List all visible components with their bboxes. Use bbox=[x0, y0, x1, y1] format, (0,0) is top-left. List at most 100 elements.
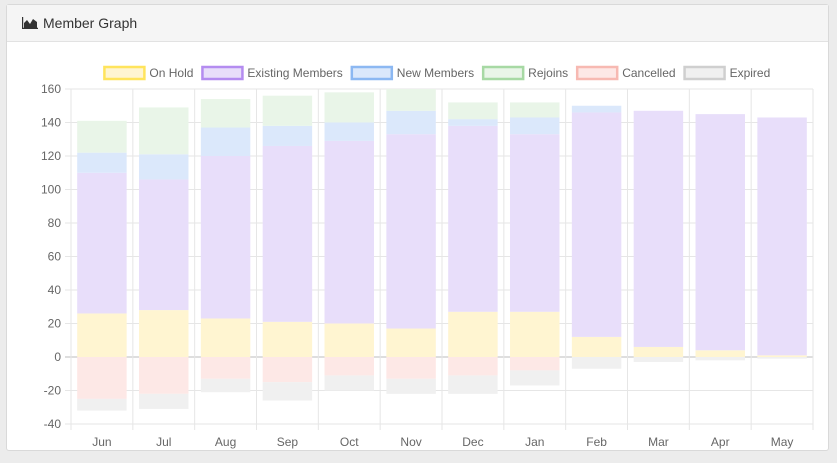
member-bar-chart: 160 140 120 100 80 60 40 20 0 -20 -40 Jun Jul Aug Sep O… bbox=[41, 65, 814, 449]
bar-segment[interactable] bbox=[200, 318, 251, 357]
bar-segment[interactable] bbox=[510, 311, 560, 357]
bar-segment[interactable] bbox=[324, 140, 374, 324]
bar-segment[interactable] bbox=[77, 120, 127, 153]
x-tick-label: Jul bbox=[156, 435, 171, 449]
x-tick-label: Mar bbox=[648, 435, 669, 449]
bar-segment[interactable] bbox=[571, 112, 622, 337]
legend-swatch[interactable] bbox=[201, 65, 244, 81]
bar-segment[interactable] bbox=[448, 102, 498, 120]
bar-segment[interactable] bbox=[324, 122, 374, 141]
y-tick-label: 60 bbox=[48, 250, 62, 264]
bar-segment[interactable] bbox=[200, 127, 251, 156]
y-tick-label: 100 bbox=[41, 183, 61, 197]
legend-label[interactable]: New Members bbox=[397, 66, 474, 80]
bar-segment[interactable] bbox=[448, 311, 498, 357]
bar-segment[interactable] bbox=[200, 378, 251, 393]
legend-label[interactable]: On Hold bbox=[149, 66, 193, 80]
bar-segment[interactable] bbox=[695, 114, 745, 351]
member-graph-panel: Member Graph 160 140 120 100 80 60 40 20 0 -20 -40… bbox=[6, 4, 829, 451]
x-tick-label: Oct bbox=[340, 435, 359, 449]
x-tick-label: Jun bbox=[92, 435, 111, 449]
x-tick-label: Apr bbox=[711, 435, 730, 449]
y-tick-label: 140 bbox=[41, 116, 61, 130]
bar-segment[interactable] bbox=[77, 357, 127, 399]
bar-segment[interactable] bbox=[200, 357, 251, 379]
bar-segment[interactable] bbox=[262, 95, 313, 126]
bar-segment[interactable] bbox=[386, 89, 436, 111]
bar-segment[interactable] bbox=[139, 310, 189, 357]
bar-segment[interactable] bbox=[510, 117, 560, 135]
x-tick-label: Nov bbox=[400, 435, 421, 449]
bar-segment[interactable] bbox=[324, 323, 374, 358]
bar-segment[interactable] bbox=[448, 119, 498, 126]
y-tick-label: 40 bbox=[48, 283, 62, 297]
bar-segment[interactable] bbox=[571, 336, 622, 357]
bar-segment[interactable] bbox=[386, 378, 436, 394]
bar-segment[interactable] bbox=[448, 125, 498, 312]
legend-swatch[interactable] bbox=[575, 65, 619, 81]
bar-segment[interactable] bbox=[139, 393, 189, 409]
legend-swatch[interactable] bbox=[350, 65, 394, 81]
legend-label[interactable]: Cancelled bbox=[622, 66, 675, 80]
bar-segment[interactable] bbox=[695, 357, 745, 361]
bar-segment[interactable] bbox=[510, 134, 560, 312]
bar-segment[interactable] bbox=[448, 357, 498, 376]
bar-segment[interactable] bbox=[448, 375, 498, 394]
bar-segment[interactable] bbox=[386, 357, 436, 379]
bar-segment[interactable] bbox=[633, 346, 684, 357]
legend-label[interactable]: Rejoins bbox=[528, 66, 568, 80]
bar-segment[interactable] bbox=[139, 107, 189, 155]
bar-segment[interactable] bbox=[386, 134, 436, 329]
bar-segment[interactable] bbox=[262, 382, 313, 401]
bar-segment[interactable] bbox=[200, 156, 251, 319]
legend-swatch[interactable] bbox=[103, 65, 146, 81]
y-tick-label: 0 bbox=[54, 350, 61, 364]
x-tick-label: Dec bbox=[462, 435, 483, 449]
bar-segment[interactable] bbox=[262, 145, 313, 322]
y-tick-label: 120 bbox=[41, 149, 61, 163]
legend-swatch[interactable] bbox=[481, 65, 525, 81]
bar-segment[interactable] bbox=[757, 117, 807, 356]
bar-segment[interactable] bbox=[200, 99, 251, 128]
x-tick-label: Jan bbox=[525, 435, 544, 449]
bar-segment[interactable] bbox=[757, 357, 807, 359]
bar-segment[interactable] bbox=[510, 357, 560, 371]
bar-segment[interactable] bbox=[262, 125, 313, 146]
bar-segment[interactable] bbox=[386, 328, 436, 357]
y-tick-label: -20 bbox=[44, 384, 62, 398]
bar-segment[interactable] bbox=[633, 110, 684, 347]
legend-label[interactable]: Expired bbox=[730, 66, 771, 80]
bar-segment[interactable] bbox=[139, 154, 189, 180]
bar-segment[interactable] bbox=[571, 105, 622, 113]
bar-segment[interactable] bbox=[571, 357, 622, 369]
y-tick-label: -40 bbox=[44, 417, 62, 431]
bar-segment[interactable] bbox=[139, 179, 189, 311]
panel-title: Member Graph bbox=[43, 15, 138, 31]
y-tick-label: 80 bbox=[48, 216, 62, 230]
legend-label[interactable]: Existing Members bbox=[247, 66, 342, 80]
bar-segment[interactable] bbox=[77, 172, 127, 314]
bar-segment[interactable] bbox=[139, 357, 189, 394]
bar-segment[interactable] bbox=[77, 152, 127, 173]
x-tick-label: Sep bbox=[277, 435, 299, 449]
bar-segment[interactable] bbox=[262, 357, 313, 383]
bar-segment[interactable] bbox=[324, 357, 374, 376]
y-tick-label: 160 bbox=[41, 82, 61, 96]
bar-segment[interactable] bbox=[633, 357, 684, 363]
x-tick-label: Aug bbox=[215, 435, 236, 449]
legend-swatch[interactable] bbox=[683, 65, 726, 81]
x-tick-label: Feb bbox=[586, 435, 607, 449]
panel-header: Member Graph bbox=[7, 5, 828, 42]
bar-segment[interactable] bbox=[695, 350, 745, 357]
bar-segment[interactable] bbox=[77, 398, 127, 411]
bar-segment[interactable] bbox=[77, 313, 127, 357]
bar-segment[interactable] bbox=[262, 321, 313, 357]
bar-segment[interactable] bbox=[324, 92, 374, 123]
bar-segment[interactable] bbox=[324, 375, 374, 391]
bar-segment[interactable] bbox=[510, 370, 560, 386]
bar-segment[interactable] bbox=[510, 102, 560, 118]
bar-segment[interactable] bbox=[757, 355, 807, 357]
x-tick-label: May bbox=[771, 435, 794, 449]
bar-segment[interactable] bbox=[386, 110, 436, 135]
y-tick-label: 20 bbox=[48, 317, 62, 331]
